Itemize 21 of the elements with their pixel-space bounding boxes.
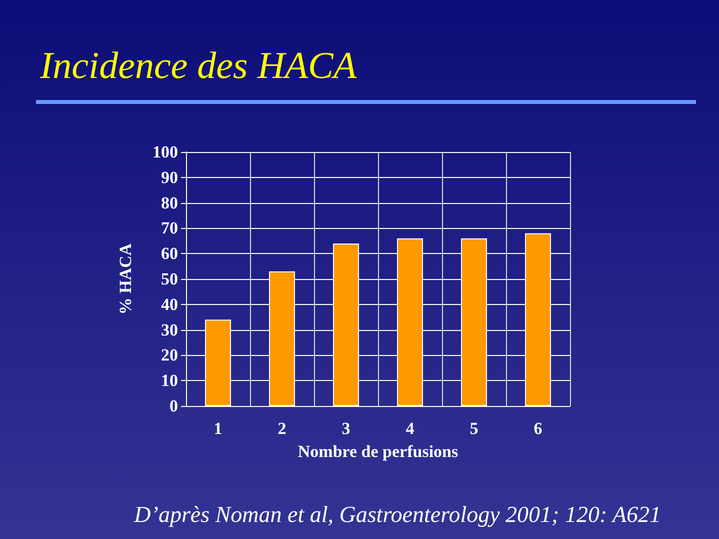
y-tick-label: 90	[161, 168, 178, 187]
x-tick-label: 5	[470, 419, 478, 438]
y-tick-label: 100	[152, 142, 178, 162]
y-tick-label: 30	[161, 320, 178, 340]
y-tick-label: 50	[161, 270, 178, 288]
y-tick-label: 60	[161, 244, 178, 264]
y-tick-label: 20	[161, 346, 178, 365]
x-tick-label: 3	[342, 419, 350, 438]
y-axis-title: % HACA	[116, 242, 135, 315]
y-tick-label: 80	[161, 193, 178, 212]
y-tick-label: 0	[170, 396, 178, 416]
y-tick-label: 40	[161, 294, 178, 314]
text: D’après Noman et al, Gastroenterology 2001; 120: A621	[134, 502, 661, 528]
x-tick-label: 1	[214, 419, 222, 438]
x-tick-label: 2	[278, 419, 286, 438]
x-axis-title: Nombre de perfusions	[298, 442, 459, 461]
x-tick-label: 6	[534, 419, 542, 438]
chart-title: Incidence des HACA	[39, 45, 358, 87]
y-tick-label: 10	[161, 371, 178, 390]
x-tick-label: 4	[406, 419, 415, 438]
y-tick-label: 70	[161, 218, 178, 238]
